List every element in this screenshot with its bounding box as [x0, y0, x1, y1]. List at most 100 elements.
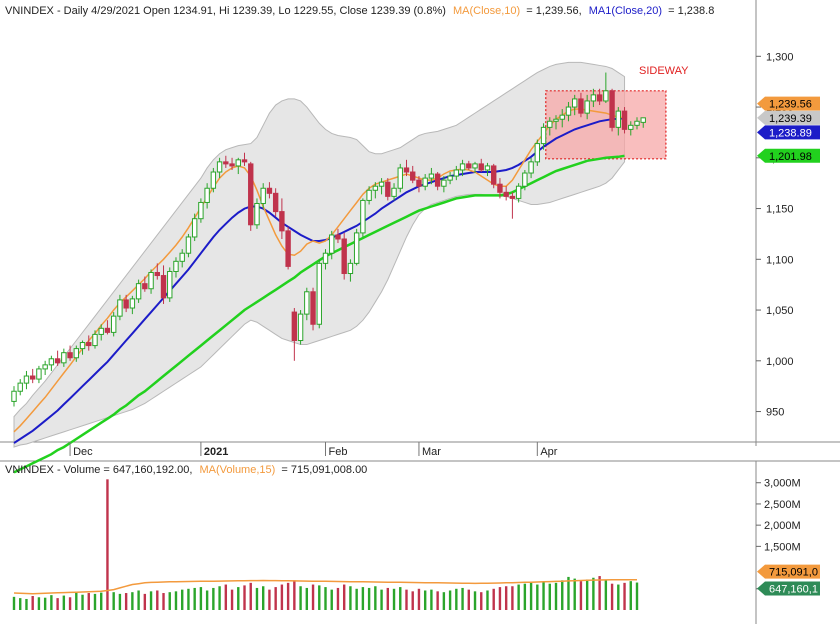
candle-down	[29, 375, 36, 380]
candle-down	[67, 352, 73, 359]
volume-tick-label: 3,000M	[764, 478, 801, 490]
candle-up	[522, 172, 528, 187]
volume-bar	[112, 592, 115, 610]
candle-up	[347, 262, 354, 275]
candle-down	[279, 211, 285, 232]
volume-bar	[361, 587, 365, 610]
volume-bar	[579, 581, 583, 610]
candle-up	[179, 252, 185, 262]
volume-bar	[25, 598, 28, 610]
ma20-badge-label: 1,238.89	[769, 127, 812, 139]
price-tick-label: 1,150	[766, 204, 794, 216]
volume-bar	[330, 589, 333, 610]
candle-up	[254, 202, 260, 226]
ma20-badge-bg	[757, 125, 820, 140]
candle-down	[142, 283, 148, 290]
volume-bar	[280, 584, 284, 610]
volume-bar	[399, 587, 402, 610]
volume-bar	[486, 590, 489, 610]
candle-up	[565, 106, 572, 116]
volume-bar	[305, 587, 309, 610]
ma10-legend-label: MA(Close,10)	[453, 5, 520, 17]
volume-bar	[124, 593, 128, 610]
volume-bar	[604, 580, 608, 610]
candle-up	[603, 90, 609, 102]
candle-up	[428, 173, 435, 179]
volume-bar	[336, 587, 340, 610]
volume-bar	[573, 578, 576, 610]
volume-ma-line	[13, 578, 637, 595]
volume-bar	[199, 587, 203, 610]
candle-up	[117, 299, 123, 317]
volume-bar	[43, 597, 47, 610]
volume-bar	[448, 590, 452, 610]
candle-down	[248, 163, 254, 226]
candle-up	[540, 126, 547, 145]
candle-up	[191, 218, 198, 238]
volume-tick-label: 1,500M	[764, 541, 801, 553]
volume-bar	[342, 584, 346, 610]
x-tick-label: Dec	[73, 446, 93, 458]
candle-down	[291, 311, 298, 341]
volume-bar	[442, 592, 446, 610]
candle-up	[472, 163, 478, 169]
volume-bar	[143, 593, 147, 610]
volume-bar	[592, 577, 595, 610]
candle-down	[509, 195, 516, 199]
candle-up	[640, 117, 646, 123]
volume-bar	[355, 588, 358, 610]
candle-up	[235, 159, 241, 167]
price-tick-label: 950	[766, 407, 784, 419]
candle-down	[335, 234, 341, 240]
candle-up	[528, 161, 534, 174]
candle-up	[322, 252, 329, 264]
volume-bar	[511, 586, 514, 610]
sideway-label: SIDEWAY	[639, 65, 689, 77]
volume-bar	[19, 598, 22, 610]
volume-bar	[561, 580, 564, 610]
candle-down	[54, 358, 61, 364]
candle-up	[185, 236, 192, 254]
volume-bar	[585, 579, 589, 610]
bollinger-band	[13, 61, 626, 448]
price-tick-label: 1,050	[766, 305, 794, 317]
volume-bar	[118, 593, 122, 610]
volume-bar	[274, 587, 277, 610]
candle-down	[154, 271, 160, 277]
candle-down	[410, 171, 416, 181]
candle-up	[173, 260, 179, 272]
ma50-badge-label: 1,201.98	[769, 151, 812, 163]
candle-up	[48, 358, 55, 366]
candle-up	[590, 94, 597, 102]
candle-up	[628, 124, 634, 130]
candle-up	[216, 161, 223, 173]
volume-bar	[405, 589, 408, 610]
price-header: VNINDEX - Daily 4/29/2021 Open 1234.91, …	[5, 5, 714, 17]
candle-down	[241, 159, 248, 163]
volume-tick-label: 2,500M	[764, 499, 801, 511]
candle-up	[36, 368, 42, 380]
volume-bar	[392, 588, 396, 610]
volume-bar	[567, 576, 570, 610]
volume-bar	[168, 592, 171, 610]
candle-up	[397, 167, 403, 189]
candle-down	[285, 230, 291, 267]
ma10-badge-bg	[757, 96, 820, 111]
ma10-legend-value: = 1,239.56,	[526, 5, 581, 17]
volume-bar	[411, 591, 414, 610]
candle-down	[497, 183, 503, 193]
candle-down	[478, 163, 484, 171]
x-tick-label: Feb	[329, 446, 348, 458]
volume-bar	[137, 590, 140, 610]
candle-up	[129, 298, 136, 309]
candle-up	[572, 98, 578, 108]
volume-bar	[617, 584, 620, 610]
volume-bar	[75, 592, 78, 610]
volume-ma-badge-label: 715,091,0	[769, 567, 818, 579]
volume-bar	[455, 588, 458, 610]
volume-bar	[529, 582, 533, 610]
volume-bar	[517, 584, 520, 610]
volume-bar	[50, 595, 53, 610]
